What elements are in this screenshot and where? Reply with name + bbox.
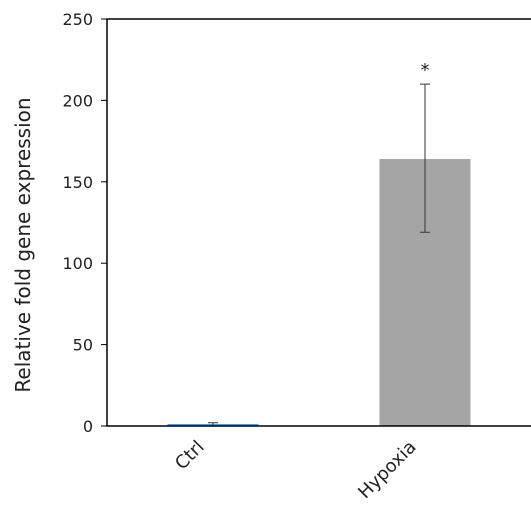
y-tick-label: 250 [62, 10, 93, 29]
plot-area: 0 50 100 150 200 250 Ctrl Hypoxia * [62, 10, 531, 503]
plot-frame [106, 18, 531, 427]
significance-marker: * [421, 60, 430, 81]
y-tick-label: 0 [83, 417, 93, 436]
x-tick-label-ctrl: Ctrl [171, 437, 208, 474]
y-tick-label: 150 [62, 173, 93, 192]
y-tick-label: 100 [62, 254, 93, 273]
y-axis-label: Relative fold gene expression [11, 97, 35, 392]
x-tick-label-hypoxia: Hypoxia [354, 437, 420, 503]
y-tick-label: 50 [73, 336, 93, 355]
y-tick-label: 200 [62, 91, 93, 110]
